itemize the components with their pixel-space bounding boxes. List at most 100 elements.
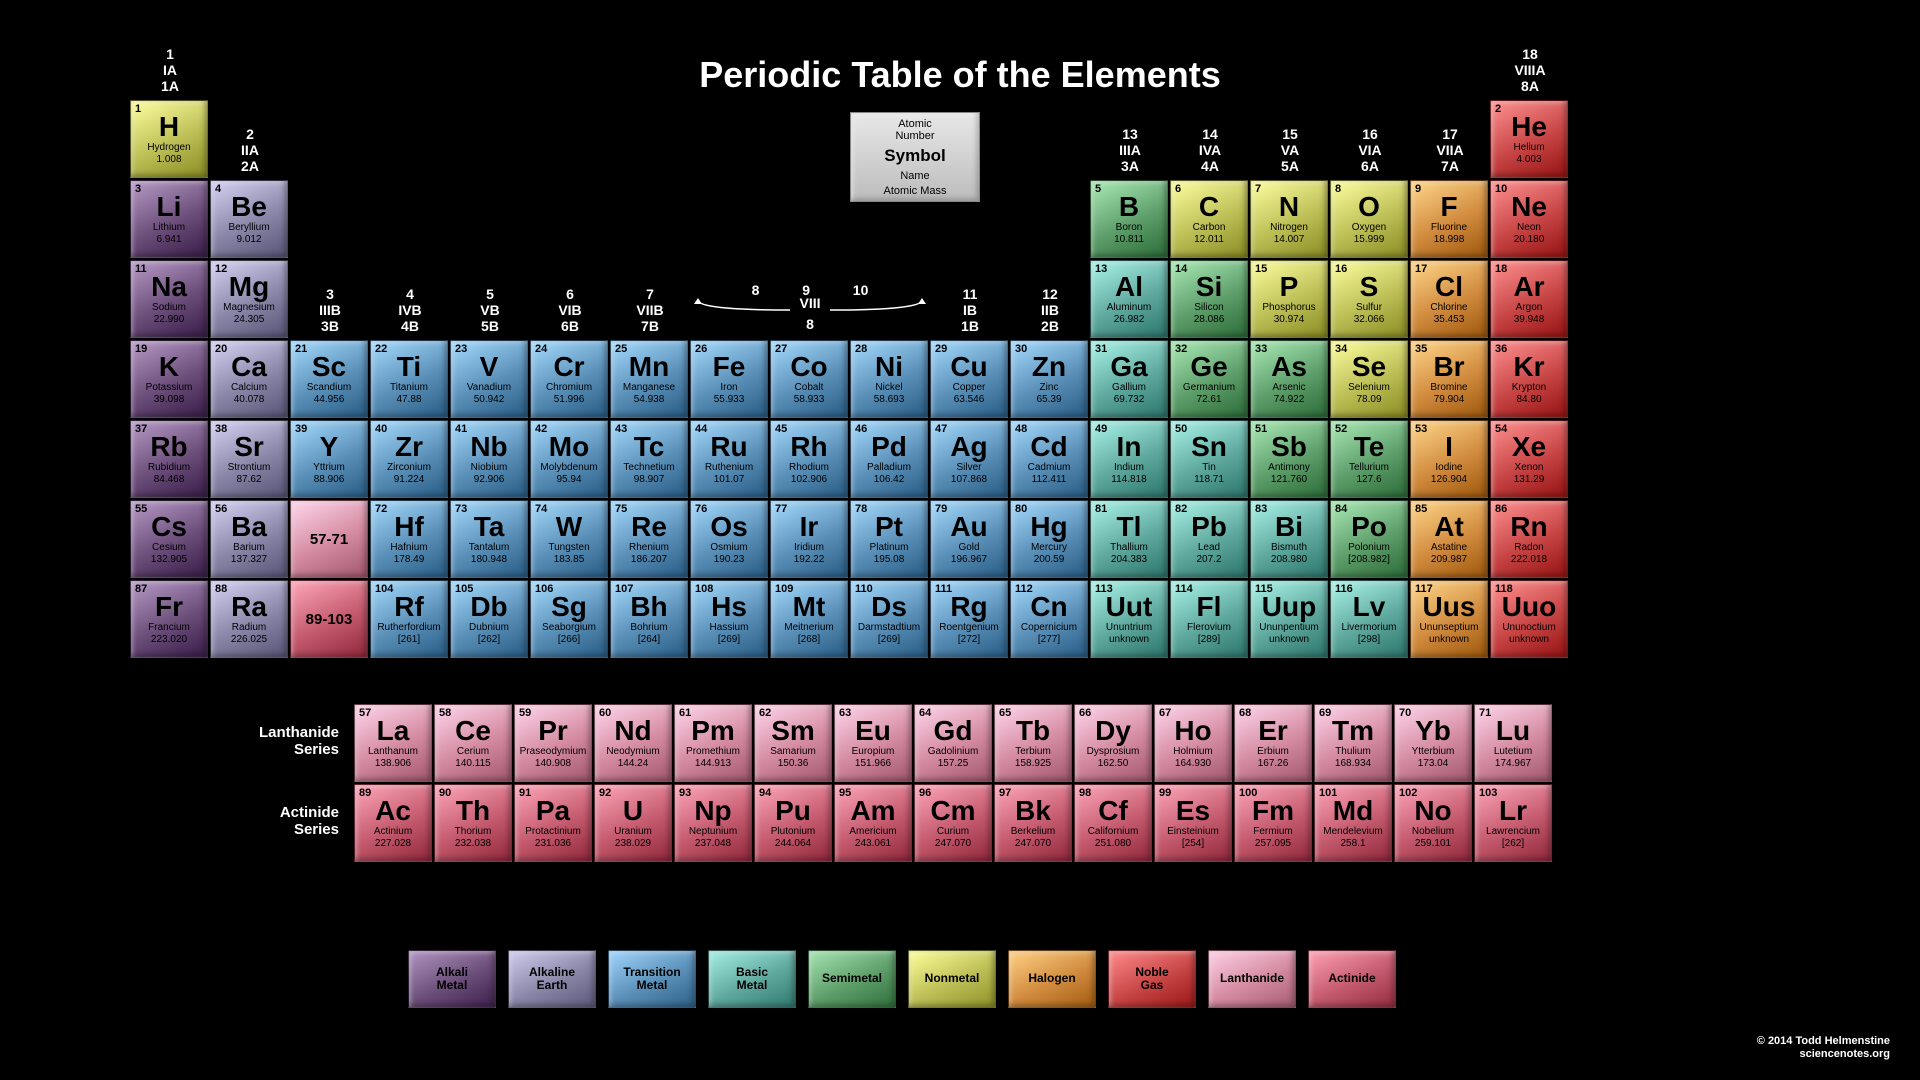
atomic-number: 48: [1015, 423, 1027, 435]
group-header-2: 2 IIA 2A: [210, 126, 290, 174]
atomic-mass: 44.956: [291, 395, 367, 405]
element-name: Tantalum: [451, 543, 527, 554]
element-symbol: Dy: [1075, 717, 1151, 745]
atomic-number: 72: [375, 503, 387, 515]
element-symbol: Tl: [1091, 513, 1167, 541]
element-name: Copper: [931, 383, 1007, 394]
element-cell-Ru: 44RuRuthenium101.07: [690, 420, 768, 498]
group-numbers: 8 9 10: [690, 282, 930, 298]
element-symbol: Kr: [1491, 353, 1567, 381]
element-cell-Yb: 70YbYtterbium173.04: [1394, 704, 1472, 782]
element-cell-Si: 14SiSilicon28.086: [1170, 260, 1248, 338]
element-symbol: Sc: [291, 353, 367, 381]
credit-text: © 2014 Todd Helmenstine sciencenotes.org: [1757, 1035, 1890, 1063]
element-name: Mendelevium: [1315, 827, 1391, 838]
atomic-mass: 247.070: [915, 839, 991, 849]
element-name: Berkelium: [995, 827, 1071, 838]
element-symbol: Cu: [931, 353, 1007, 381]
element-name: Einsteinium: [1155, 827, 1231, 838]
atomic-mass: 140.115: [435, 759, 511, 769]
atomic-number: 87: [135, 583, 147, 595]
element-name: Lanthanum: [355, 747, 431, 758]
atomic-mass: 231.036: [515, 839, 591, 849]
element-name: Tungsten: [531, 543, 607, 554]
atomic-mass: 50.942: [451, 395, 527, 405]
atomic-number: 65: [999, 707, 1011, 719]
category-legend-basic: Basic Metal: [708, 950, 796, 1008]
group-header-13: 13 IIIA 3A: [1090, 126, 1170, 174]
element-name: Ununoctium: [1491, 623, 1567, 634]
atomic-number: 69: [1319, 707, 1331, 719]
element-symbol: Pa: [515, 797, 591, 825]
atomic-mass: 114.818: [1091, 475, 1167, 485]
atomic-number: 96: [919, 787, 931, 799]
atomic-mass: 10.811: [1091, 235, 1167, 245]
element-cell-Br: 35BrBromine79.904: [1410, 340, 1488, 418]
atomic-mass: 237.048: [675, 839, 751, 849]
element-symbol: Li: [131, 193, 207, 221]
atomic-number: 14: [1175, 263, 1187, 275]
element-name: Curium: [915, 827, 991, 838]
atomic-mass: 192.22: [771, 555, 847, 565]
element-name: Zirconium: [371, 463, 447, 474]
atomic-mass: 158.925: [995, 759, 1071, 769]
element-name: Rhenium: [611, 543, 687, 554]
element-name: Cobalt: [771, 383, 847, 394]
element-name: Promethium: [675, 747, 751, 758]
atomic-number: 20: [215, 343, 227, 355]
element-symbol: U: [595, 797, 671, 825]
category-legend-noble: Noble Gas: [1108, 950, 1196, 1008]
element-cell-Uup: 115UupUnunpentiumunknown: [1250, 580, 1328, 658]
element-cell-Tm: 69TmThulium168.934: [1314, 704, 1392, 782]
atomic-mass: 196.967: [931, 555, 1007, 565]
element-cell-Ag: 47AgSilver107.868: [930, 420, 1008, 498]
element-cell-As: 33AsArsenic74.922: [1250, 340, 1328, 418]
atomic-mass: 58.933: [771, 395, 847, 405]
atomic-number: 109: [775, 583, 793, 595]
element-cell-Se: 34SeSelenium78.09: [1330, 340, 1408, 418]
atomic-mass: [269]: [851, 635, 927, 645]
element-name: Tin: [1171, 463, 1247, 474]
element-symbol: Cr: [531, 353, 607, 381]
element-symbol: Lu: [1475, 717, 1551, 745]
element-cell-Cs: 55CsCesium132.905: [130, 500, 208, 578]
element-symbol: Lr: [1475, 797, 1551, 825]
element-cell-Cn: 112CnCopernicium[277]: [1010, 580, 1088, 658]
atomic-mass: 174.967: [1475, 759, 1551, 769]
element-name: Strontium: [211, 463, 287, 474]
key-name: Name: [851, 170, 979, 182]
element-name: Germanium: [1171, 383, 1247, 394]
atomic-number: 30: [1015, 343, 1027, 355]
viii-bracket-icon: VIII: [690, 298, 930, 316]
element-cell-Mn: 25MnManganese54.938: [610, 340, 688, 418]
element-cell-Ba: 56BaBarium137.327: [210, 500, 288, 578]
element-symbol: Nd: [595, 717, 671, 745]
element-symbol: Ca: [211, 353, 287, 381]
element-name: Flerovium: [1171, 623, 1247, 634]
element-name: Neodymium: [595, 747, 671, 758]
element-name: Californium: [1075, 827, 1151, 838]
atomic-number: 114: [1175, 583, 1193, 595]
element-cell-Lr: 103LrLawrencium[262]: [1474, 784, 1552, 862]
element-symbol: Cm: [915, 797, 991, 825]
element-symbol: Fe: [691, 353, 767, 381]
atomic-mass: unknown: [1491, 635, 1567, 645]
atomic-mass: 88.906: [291, 475, 367, 485]
element-name: Copernicium: [1011, 623, 1087, 634]
element-symbol: Mt: [771, 593, 847, 621]
element-cell-Os: 76OsOsmium190.23: [690, 500, 768, 578]
element-cell-Bk: 97BkBerkelium247.070: [994, 784, 1072, 862]
element-symbol: C: [1171, 193, 1247, 221]
element-name: Silver: [931, 463, 1007, 474]
element-name: Francium: [131, 623, 207, 634]
element-symbol: Sr: [211, 433, 287, 461]
element-symbol: Na: [131, 273, 207, 301]
element-name: Bismuth: [1251, 543, 1327, 554]
atomic-number: 28: [855, 343, 867, 355]
element-cell-Ds: 110DsDarmstadtium[269]: [850, 580, 928, 658]
atomic-number: 6: [1175, 183, 1181, 195]
element-symbol: Pm: [675, 717, 751, 745]
atomic-mass: 257.095: [1235, 839, 1311, 849]
element-name: Uranium: [595, 827, 671, 838]
atomic-mass: 55.933: [691, 395, 767, 405]
